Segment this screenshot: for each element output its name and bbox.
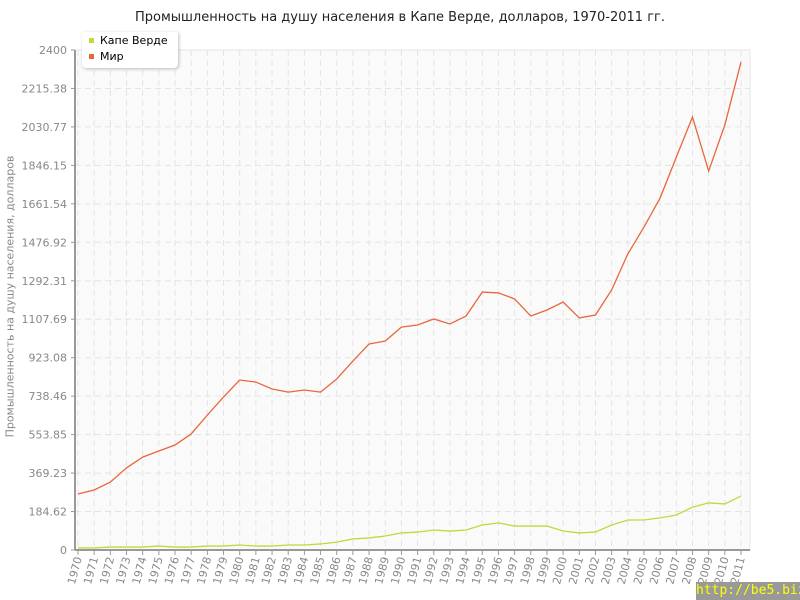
y-tick-label: 1107.69 [22, 313, 68, 326]
y-tick-label: 0 [60, 544, 67, 557]
legend-label: Капе Верде [100, 33, 168, 47]
y-tick-label: 1661.54 [22, 198, 68, 211]
y-tick-label: 1292.31 [22, 275, 68, 288]
series-line-0 [78, 495, 742, 549]
chart-title: Промышленность на душу населения в Капе … [134, 10, 666, 25]
y-tick-label: 369.23 [29, 467, 68, 480]
y-tick-label: 553.85 [29, 429, 68, 442]
y-tick-label: 1476.92 [22, 236, 68, 249]
y-tick-label: 2215.38 [22, 82, 68, 95]
y-tick-label: 923.08 [29, 352, 68, 365]
watermark: http://be5.biz/ [696, 582, 800, 600]
y-tick-label: 184.62 [29, 506, 68, 519]
legend-item-cape-verde[interactable]: Капе Верде [82, 32, 178, 48]
y-tick-label: 2400 [39, 44, 67, 57]
plot-area [74, 49, 751, 551]
y-tick-label: 738.46 [29, 390, 68, 403]
series-line-1 [77, 61, 742, 495]
legend-label: Мир [100, 49, 124, 63]
legend-swatch [89, 53, 94, 59]
legend-item-world[interactable]: Мир [82, 48, 178, 64]
y-tick-label: 1846.15 [22, 159, 68, 172]
legend-swatch [89, 37, 94, 43]
y-tick-label: 2030.77 [22, 121, 68, 134]
legend: Капе Верде Мир [82, 32, 178, 68]
